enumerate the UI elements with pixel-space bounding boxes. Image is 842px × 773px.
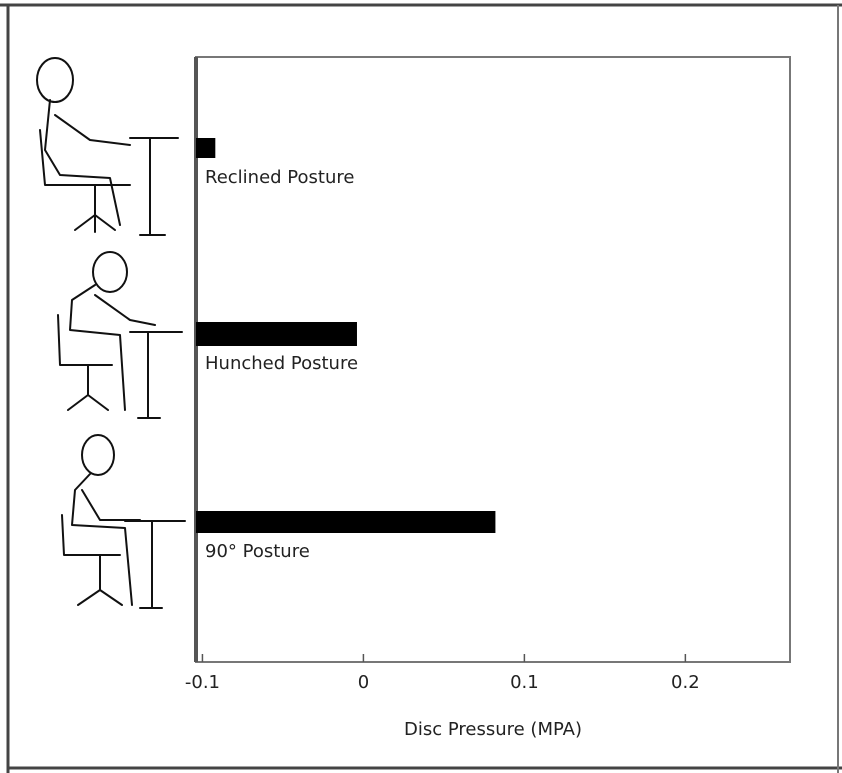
bar-label: 90° Posture — [205, 541, 310, 562]
bar-label: Reclined Posture — [205, 167, 354, 188]
x-tick-label: 0 — [358, 672, 369, 693]
upright-figure — [62, 435, 185, 608]
bar — [196, 511, 495, 533]
x-tick-label: 0.2 — [671, 672, 700, 693]
hunched-figure — [58, 252, 182, 418]
x-tick-label: 0.1 — [510, 672, 539, 693]
bar — [196, 322, 357, 346]
x-tick-label: -0.1 — [185, 672, 220, 693]
x-axis-label: Disc Pressure (MPA) — [404, 719, 582, 740]
chart: Disc Pressure (MPA) -0.1 0 0.1 0.2 Reclined … — [0, 0, 842, 773]
bar — [196, 138, 215, 158]
bar-label: Hunched Posture — [205, 353, 358, 374]
reclined-figure — [37, 58, 178, 235]
